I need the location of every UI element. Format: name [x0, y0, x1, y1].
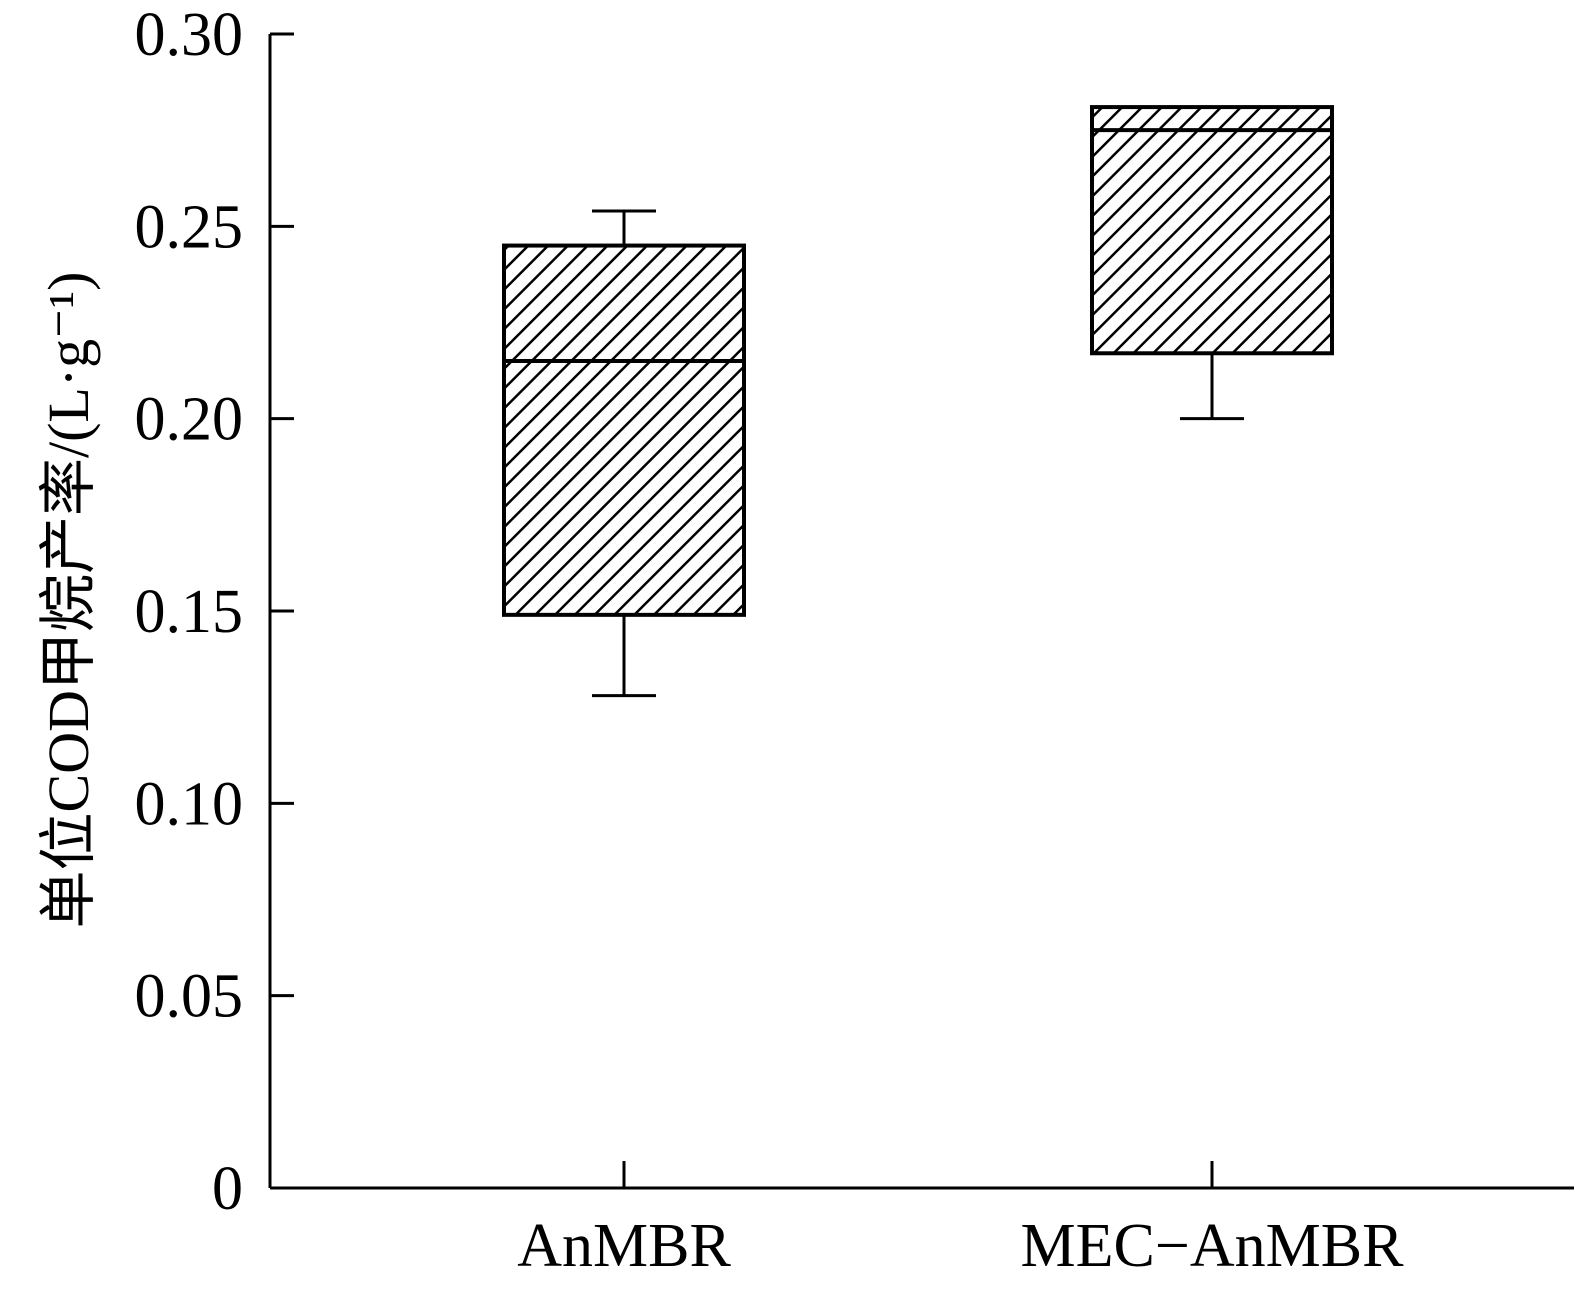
- y-tick-label: 0.10: [135, 770, 244, 838]
- y-tick-label: 0.05: [135, 963, 244, 1031]
- y-tick-label: 0.15: [135, 578, 244, 646]
- y-axis-title: 单位COD甲烷产率/(L·g⁻¹): [36, 272, 101, 929]
- y-tick-label: 0.30: [135, 1, 244, 69]
- box-iqr: [502, 243, 746, 617]
- y-axis-title-group: 单位COD甲烷产率/(L·g⁻¹): [36, 272, 101, 929]
- x-category-label: MEC−AnMBR: [1021, 1212, 1405, 1280]
- y-tick-label: 0.25: [135, 193, 244, 261]
- box-0: [502, 209, 746, 698]
- boxes: [502, 105, 1334, 698]
- x-category-label: AnMBR: [517, 1212, 731, 1280]
- box-iqr: [1090, 105, 1334, 356]
- y-tick-label: 0: [212, 1155, 243, 1223]
- x-categories: AnMBR MEC−AnMBR: [517, 1161, 1404, 1280]
- y-tick-label: 0.20: [135, 386, 244, 454]
- y-ticks: 0 0.05 0.10 0.15 0.20 0.25 0.30: [135, 1, 294, 1223]
- box-1: [1090, 105, 1334, 421]
- axes: [268, 34, 1574, 1190]
